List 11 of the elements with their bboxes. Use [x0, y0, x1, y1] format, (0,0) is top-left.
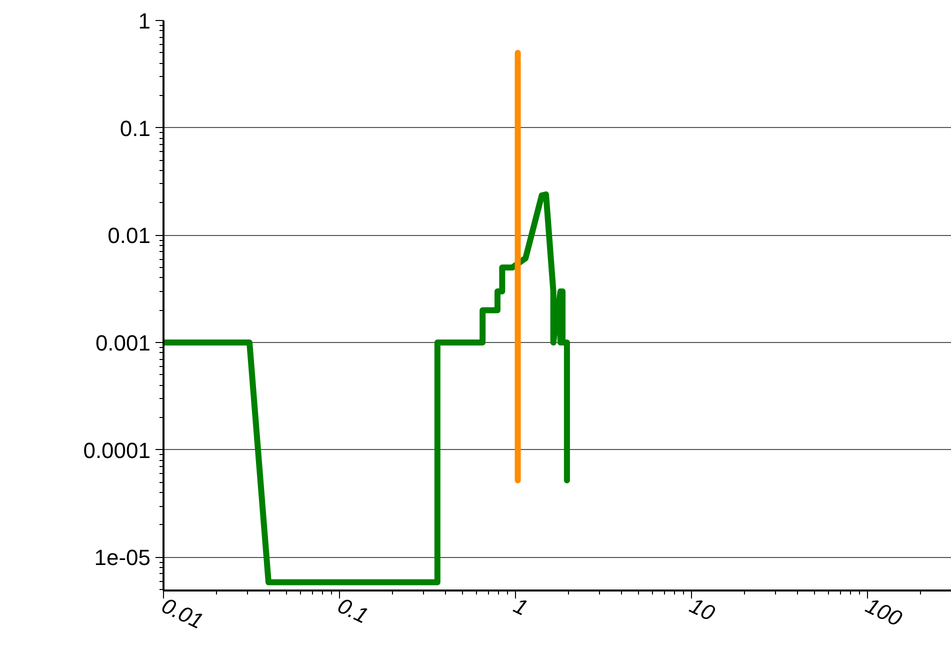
x-tick-label: 1	[510, 592, 532, 621]
x-tick-label: 10	[686, 592, 720, 626]
x-tick-label: 0.01	[158, 592, 208, 634]
x-tick-label: 0.1	[334, 592, 372, 629]
y-tick-label: 0.0001	[83, 438, 151, 463]
y-tick-label: 1e-05	[94, 545, 151, 570]
x-tick-label: 100	[862, 592, 906, 632]
y-tick-label: 1	[138, 8, 151, 34]
y-tick-label: 0.001	[95, 330, 151, 356]
y-tick-label: 0.01	[108, 223, 151, 248]
y-tick-label: 0.1	[120, 116, 151, 141]
